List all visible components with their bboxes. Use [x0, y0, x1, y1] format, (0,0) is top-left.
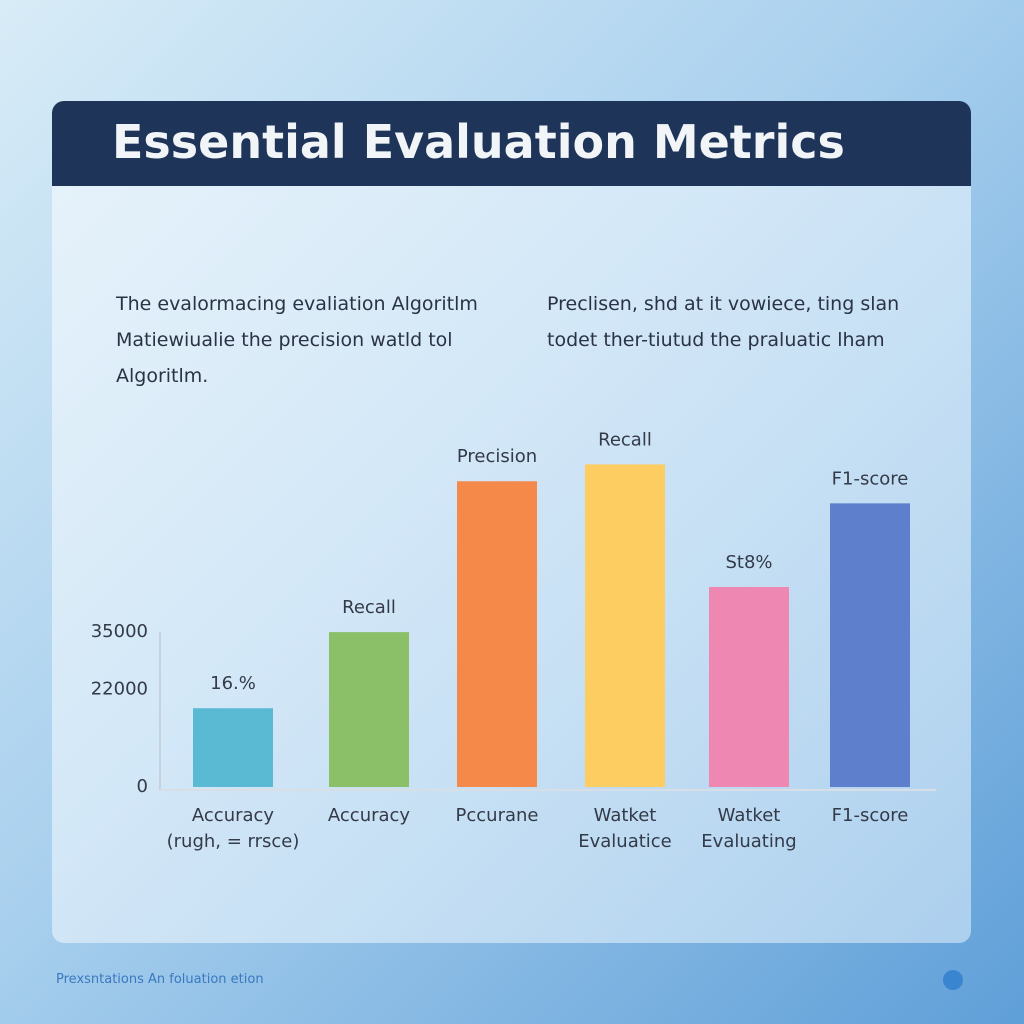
paragraph: The evalormacing evaliation Algoritlm Ma… — [116, 293, 478, 387]
x-tick-label: Watket Evaluating — [701, 805, 797, 852]
bar-annotation: 16.% — [210, 673, 256, 694]
paragraph: Preclisen, shd at it vowiece, ting slan … — [547, 293, 900, 351]
bar-annotation: Precision — [457, 446, 537, 467]
x-tick-label: Watket Evaluatice — [578, 805, 672, 852]
y-tick-label: 22000 — [91, 679, 148, 700]
bar — [193, 708, 273, 787]
bar — [585, 464, 665, 787]
bar — [830, 503, 910, 787]
title: Essential Evaluation Metrics — [112, 115, 845, 169]
bar — [709, 586, 789, 787]
x-tick-label: Pccurane — [455, 805, 539, 826]
bar-annotation: Recall — [342, 597, 396, 618]
footer: Prexsntations An foluation etion — [56, 972, 264, 987]
bar-annotation: St8% — [725, 552, 772, 573]
x-tick-label: Accuracy — [327, 805, 411, 826]
icon — [943, 970, 963, 990]
bar — [329, 632, 409, 787]
y-tick-label: 0 — [137, 776, 148, 797]
x-tick-label: F1-score — [831, 805, 909, 826]
header-bar: Essential Evaluation Metrics — [52, 101, 971, 186]
x-tick-label: Accuracy (rugh, = rrsce) — [166, 805, 300, 852]
bar-annotation: F1-score — [832, 468, 909, 489]
y-tick-label: 35000 — [91, 621, 148, 642]
bar-annotation: Recall — [598, 429, 652, 450]
bar — [457, 481, 537, 787]
